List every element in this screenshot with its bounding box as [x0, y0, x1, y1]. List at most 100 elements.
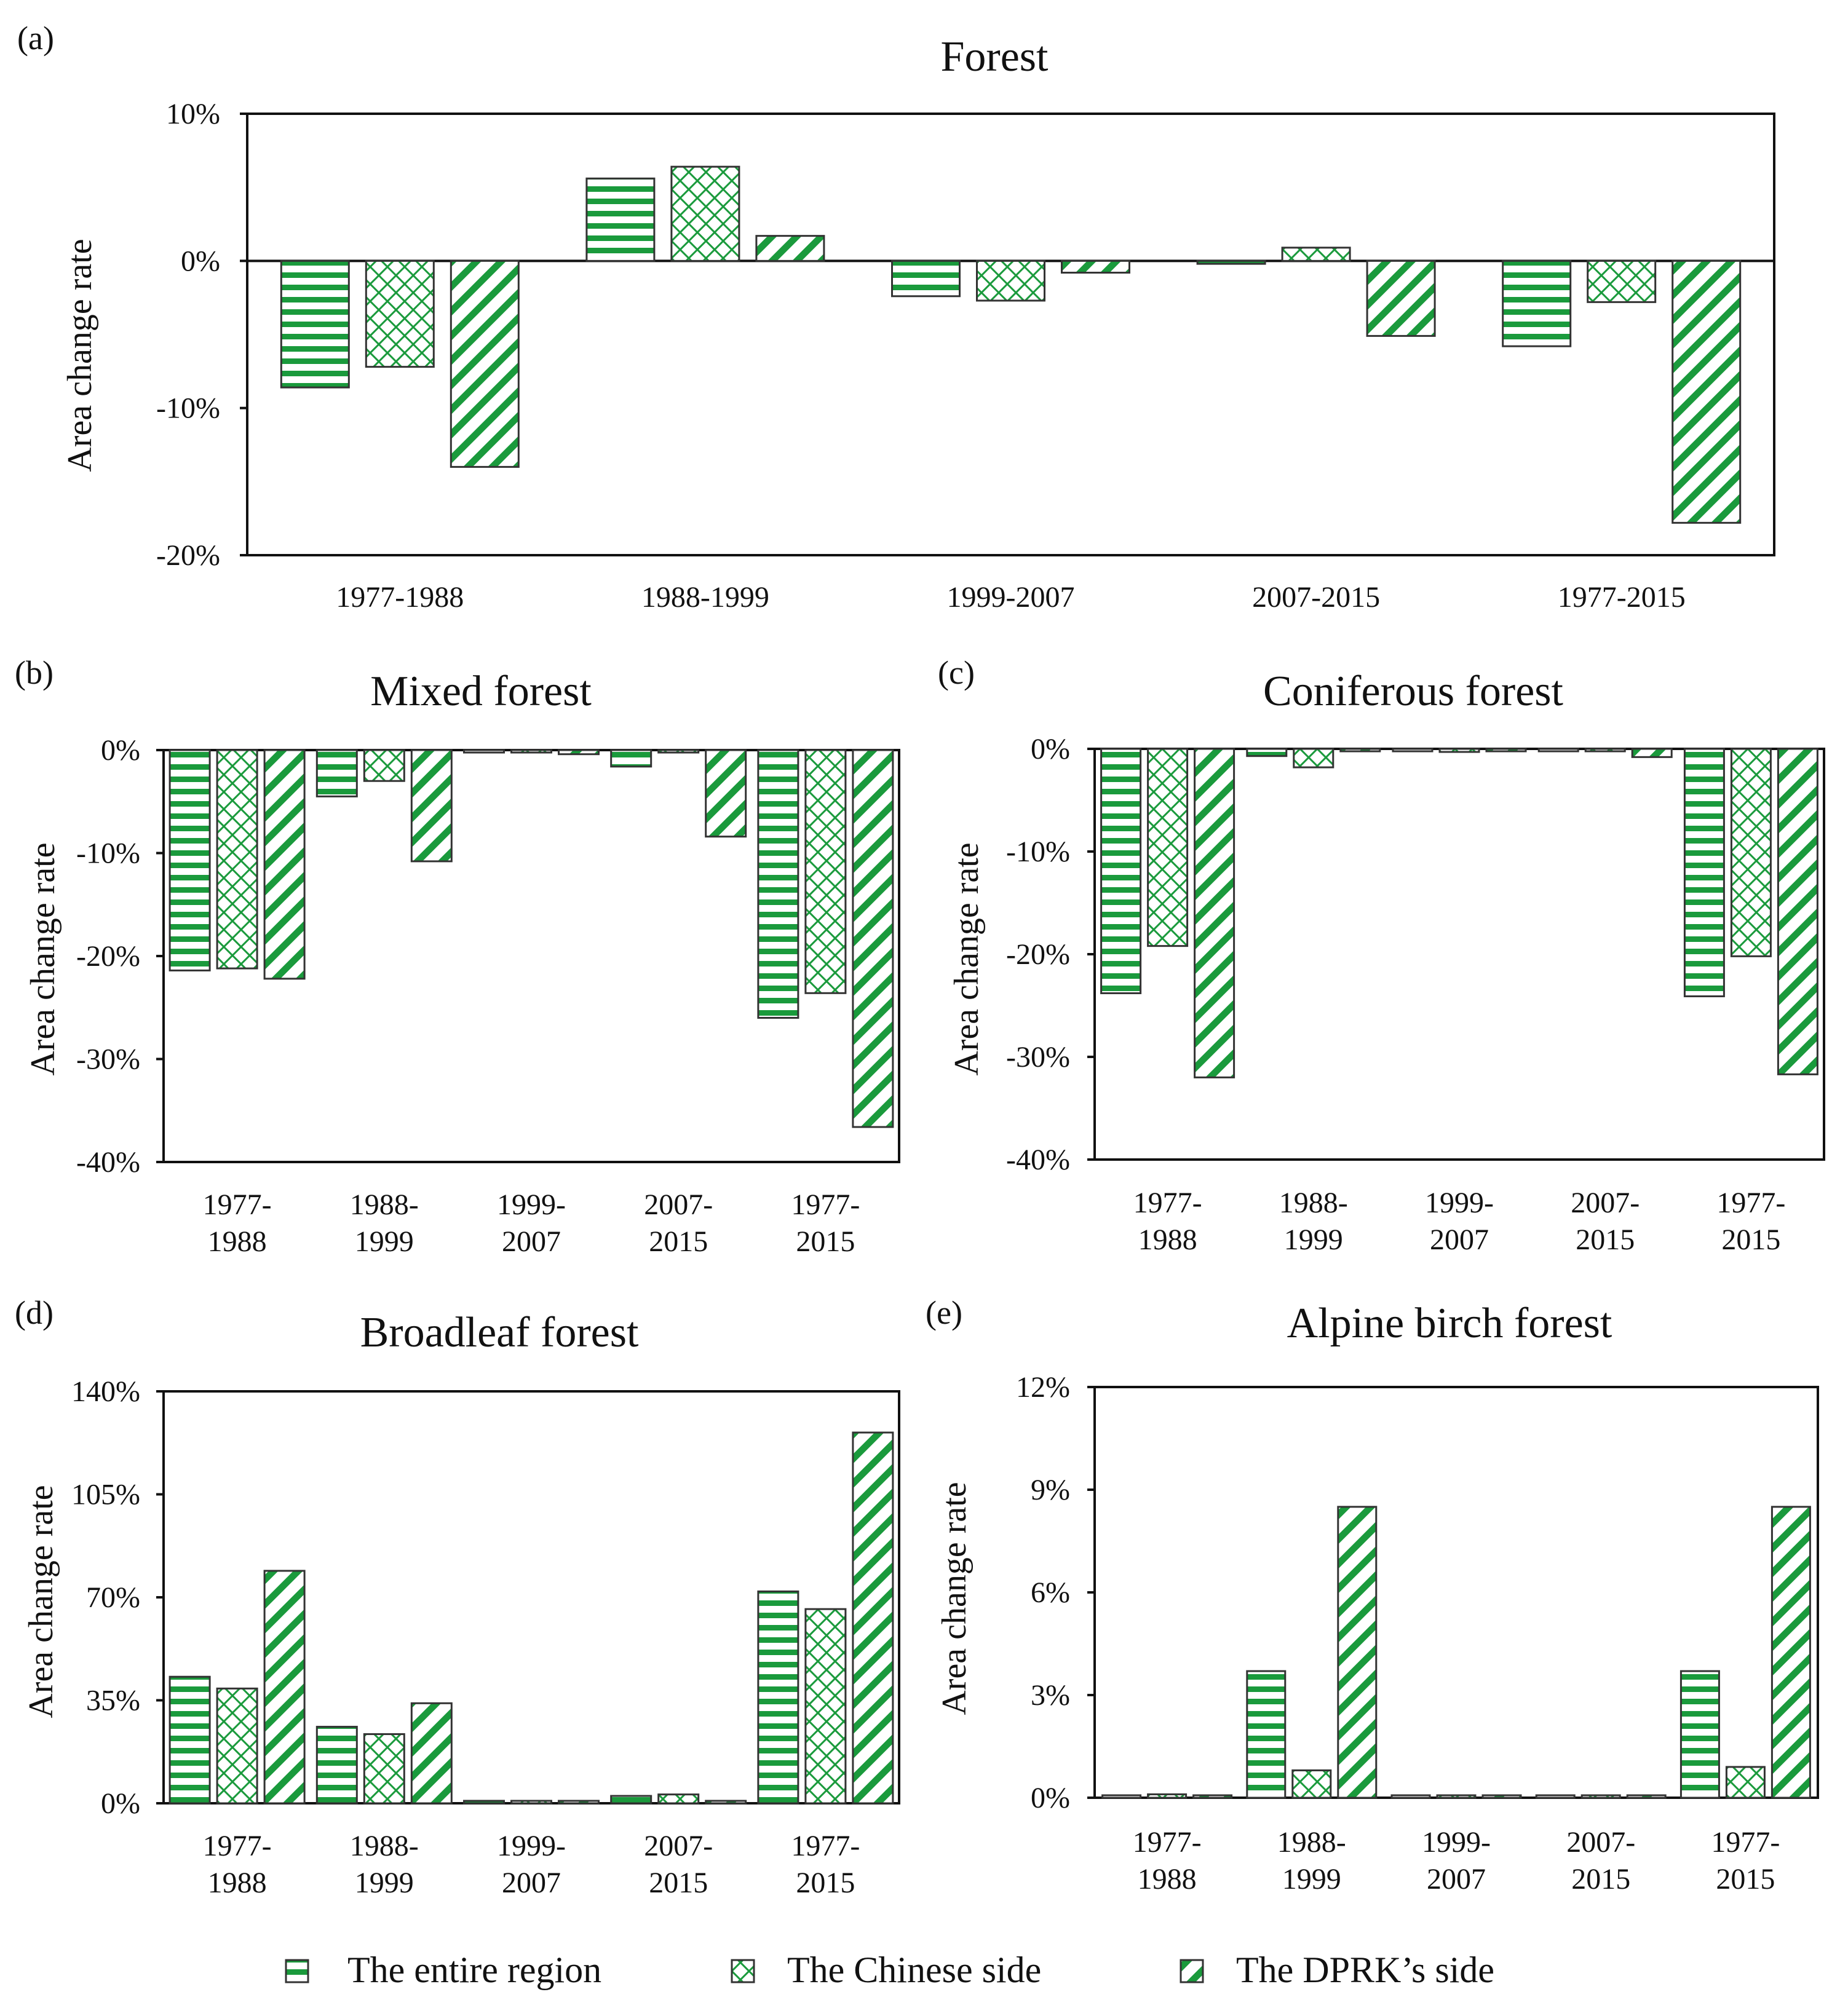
- chart-title: Mixed forest: [370, 668, 592, 715]
- bar-dprk-side: [1631, 748, 1673, 758]
- bar-chinese-side: [363, 749, 405, 782]
- x-tick-label: 2007-2015: [644, 1188, 713, 1258]
- bar-entire-region: [315, 1726, 358, 1805]
- y-tick-label: 0%: [181, 245, 220, 277]
- y-axis-label: Area change rate: [948, 842, 986, 1075]
- bar-dprk-side: [1337, 1506, 1378, 1799]
- bar-chinese-side: [1291, 1769, 1332, 1799]
- bar-entire-region: [280, 259, 350, 389]
- bar-dprk-side: [1192, 1794, 1233, 1799]
- bar-dprk-side: [1485, 748, 1527, 753]
- y-tick-label: 3%: [1031, 1679, 1070, 1712]
- bar-dprk-side: [1777, 748, 1818, 1075]
- x-tick-label: 1977-2015: [1558, 581, 1686, 614]
- y-tick-label: 0%: [1031, 733, 1070, 765]
- bar-entire-region: [1683, 748, 1725, 997]
- bar-entire-region: [463, 1800, 505, 1805]
- bar-chinese-side: [1293, 748, 1334, 769]
- x-tick-label: 1977-1988: [203, 1188, 272, 1258]
- y-axis-label: Area change rate: [22, 1485, 60, 1718]
- chart-title: Coniferous forest: [1263, 668, 1564, 715]
- bar-entire-region: [757, 749, 799, 1019]
- x-tick-label: 2007-2015: [1566, 1826, 1635, 1895]
- bar-dprk-side: [1061, 259, 1130, 274]
- chart-panel-a: (a) Forest Area change rate 10% 0% -10% -20…: [17, 20, 1775, 614]
- bar-chinese-side: [1281, 247, 1351, 262]
- bar-chinese-side: [976, 259, 1045, 302]
- bar-chinese-side: [1147, 1793, 1188, 1799]
- bar-entire-region: [891, 259, 961, 298]
- bar-chinese-side: [363, 1733, 405, 1805]
- bar-dprk-side: [263, 749, 306, 980]
- legend-item-dprk-side: The DPRK’s side: [1180, 1950, 1494, 1990]
- y-tick-label: 140%: [71, 1375, 140, 1408]
- bar-dprk-side: [1366, 259, 1436, 337]
- bar-dprk-side: [705, 749, 747, 838]
- x-tick-label: 2007-2015: [1252, 581, 1380, 614]
- bar-entire-region: [1679, 1670, 1720, 1799]
- x-tick-label: 1977-1988: [203, 1830, 272, 1899]
- bar-chinese-side: [804, 749, 847, 994]
- bar-chinese-side: [670, 165, 740, 262]
- bar-dprk-side: [1194, 748, 1235, 1078]
- y-tick-label: -40%: [1006, 1144, 1070, 1176]
- bar-chinese-side: [657, 749, 700, 754]
- y-tick-label: 6%: [1031, 1576, 1070, 1609]
- x-tick-label: 1977-1988: [1133, 1187, 1202, 1256]
- bar-entire-region: [1390, 1794, 1431, 1799]
- y-tick-label: 0%: [101, 1787, 140, 1820]
- chart-panel-d: (d) Broadleaf forest Area change rate 14…: [15, 1294, 900, 1899]
- bar-chinese-side: [1730, 748, 1772, 957]
- x-tick-label: 2007-2015: [1571, 1187, 1640, 1256]
- bar-entire-region: [1392, 748, 1434, 753]
- bar-chinese-side: [657, 1793, 700, 1805]
- chart-panel-c: (c) Coniferous forest Area change rate 0…: [938, 654, 1825, 1256]
- bar-chinese-side: [510, 1800, 552, 1805]
- y-axis-label: Area change rate: [61, 239, 99, 472]
- bar-entire-region: [1535, 1794, 1576, 1799]
- x-tick-label: 1988-1999: [350, 1830, 419, 1899]
- legend-swatch-dprk-side: [1180, 1959, 1204, 1983]
- y-tick-label: 70%: [86, 1581, 140, 1614]
- bar-dprk-side: [1339, 748, 1381, 753]
- chart-panel-e: (e) Alpine birch forest Area change rate…: [926, 1294, 1819, 1895]
- bar-entire-region: [1502, 259, 1572, 347]
- y-tick-label: -30%: [76, 1043, 140, 1076]
- panel-label: (e): [926, 1294, 962, 1331]
- bar-entire-region: [463, 749, 505, 754]
- bar-chinese-side: [216, 1687, 258, 1805]
- bar-chinese-side: [510, 749, 552, 754]
- bar-entire-region: [169, 749, 211, 971]
- bar-dprk-side: [558, 749, 600, 756]
- y-tick-label: -20%: [1006, 938, 1070, 971]
- legend-item-chinese-side: The Chinese side: [731, 1950, 1041, 1990]
- y-tick-label: -20%: [76, 940, 140, 973]
- bar-entire-region: [585, 177, 656, 262]
- legend: The entire region The Chinese side The D…: [285, 1950, 1494, 1990]
- y-tick-label: -10%: [156, 392, 220, 425]
- chart-title: Broadleaf forest: [360, 1309, 639, 1356]
- bar-entire-region: [1537, 748, 1579, 753]
- y-tick-label: -30%: [1006, 1041, 1070, 1073]
- panel-label: (b): [15, 654, 54, 691]
- y-tick-label: 105%: [71, 1479, 140, 1511]
- bar-chinese-side: [1587, 259, 1657, 303]
- bar-entire-region: [1196, 259, 1266, 265]
- y-tick-label: -40%: [76, 1146, 140, 1179]
- panel-label: (d): [15, 1294, 54, 1331]
- panel-label: (c): [938, 654, 975, 691]
- bar-dprk-side: [852, 749, 894, 1128]
- bar-chinese-side: [1580, 1794, 1621, 1799]
- bar-dprk-side: [852, 1431, 894, 1805]
- x-tick-label: 1999-2007: [497, 1188, 566, 1258]
- bar-entire-region: [169, 1675, 211, 1805]
- y-tick-label: 0%: [101, 734, 140, 767]
- chart-title: Alpine birch forest: [1287, 1300, 1612, 1347]
- x-tick-label: 1999-2007: [947, 581, 1075, 614]
- bar-dprk-side: [410, 1702, 453, 1805]
- legend-label-dprk-side: The DPRK’s side: [1236, 1950, 1494, 1990]
- bar-chinese-side: [1725, 1766, 1766, 1799]
- bar-chinese-side: [1436, 1794, 1477, 1799]
- y-axis-label: Area change rate: [935, 1482, 974, 1715]
